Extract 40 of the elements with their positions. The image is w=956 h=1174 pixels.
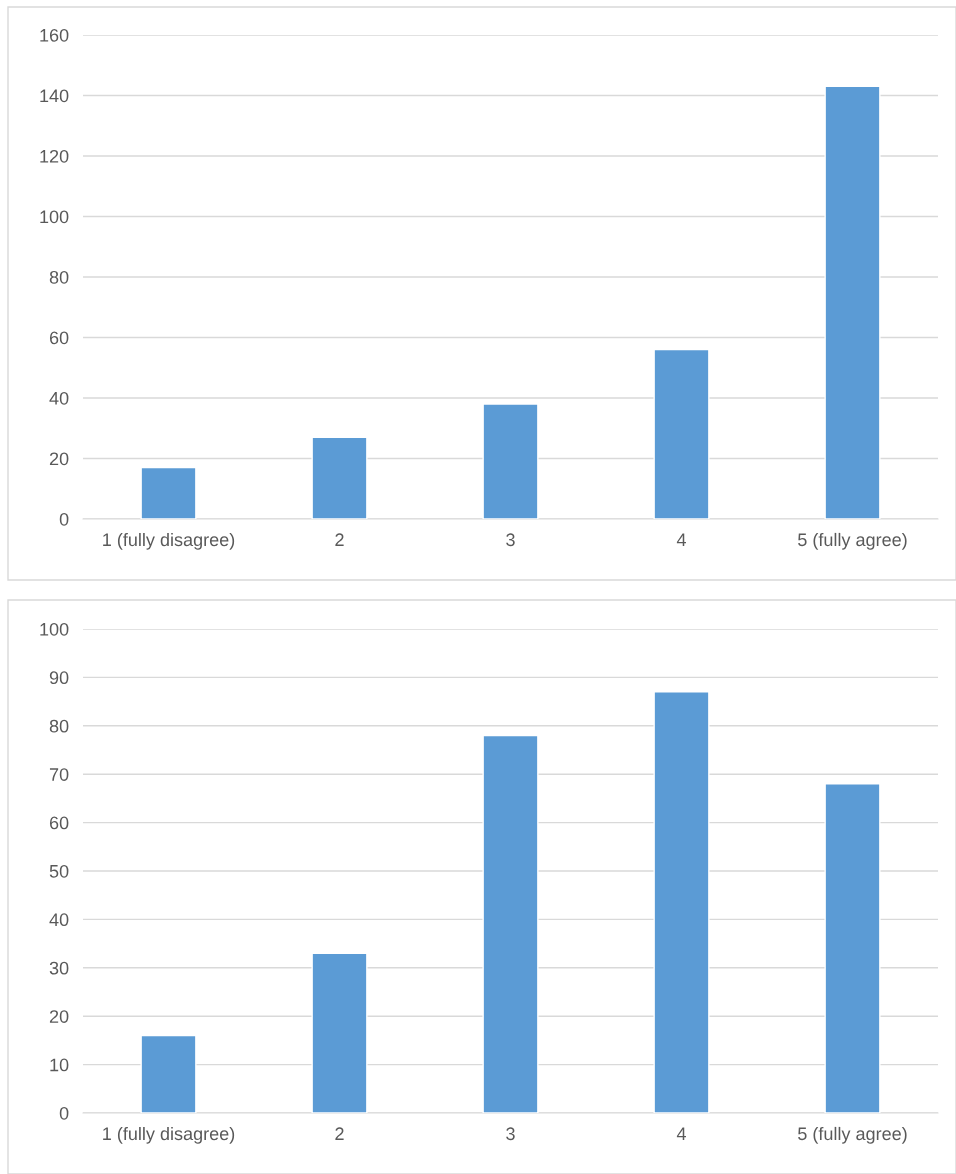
y-tick-label: 40 (49, 391, 69, 405)
y-tick-label: 50 (49, 864, 69, 878)
bar (482, 403, 539, 519)
y-tick-label: 40 (49, 913, 69, 927)
bar (482, 734, 539, 1113)
y-tick-label: 30 (49, 961, 69, 975)
bar (824, 783, 881, 1113)
y-tick-label: 60 (49, 816, 69, 830)
x-tick-label: 5 (fully agree) (798, 1126, 907, 1144)
x-tick-label: 1 (fully disagree) (103, 1126, 235, 1144)
x-tick-label: 2 (335, 1127, 344, 1140)
y-tick-label: 70 (49, 768, 69, 781)
y-tick-label: 80 (49, 719, 69, 733)
bar (653, 348, 710, 519)
y-tick-label: 20 (49, 1010, 69, 1023)
bar (653, 691, 710, 1113)
x-tick-label: 4 (676, 533, 686, 546)
x-tick-label: 4 (676, 1127, 686, 1140)
bar (140, 466, 197, 519)
y-tick-label: 0 (59, 1106, 69, 1120)
y-tick-label: 100 (40, 622, 69, 636)
y-tick-label: 100 (40, 210, 69, 224)
y-tick-label: 90 (49, 671, 69, 685)
x-tick-label: 1 (fully disagree) (103, 532, 235, 550)
y-tick-label: 0 (59, 512, 69, 526)
x-tick-label: 5 (fully agree) (798, 532, 907, 550)
bar (311, 436, 368, 519)
y-tick-label: 120 (40, 149, 69, 163)
x-tick-label: 2 (335, 533, 344, 546)
y-tick-label: 140 (40, 89, 69, 103)
bar (140, 1034, 197, 1113)
bar (824, 85, 881, 519)
y-tick-label: 10 (50, 1058, 69, 1072)
y-tick-label: 60 (49, 331, 69, 345)
y-tick-label: 20 (49, 452, 69, 466)
y-tick-label: 160 (40, 28, 69, 42)
bar (311, 952, 368, 1113)
x-tick-label: 3 (506, 1127, 515, 1141)
y-tick-label: 80 (49, 270, 69, 284)
x-tick-label: 3 (506, 533, 515, 547)
